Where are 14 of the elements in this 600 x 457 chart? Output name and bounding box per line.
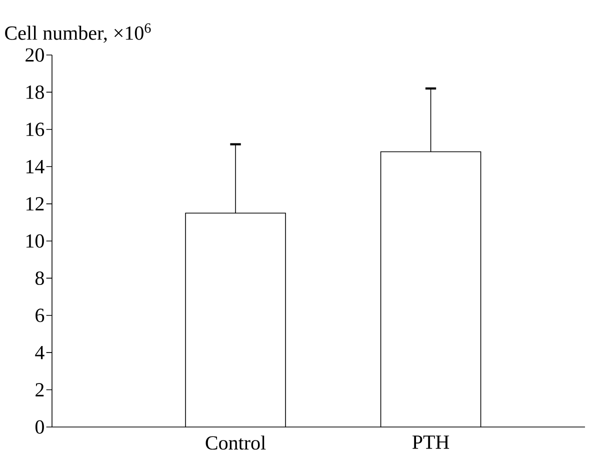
y-axis-title: Cell number, ×10$^{6}$ xyxy=(5,23,151,43)
y-tick-label: 6 xyxy=(36,308,44,322)
y-tick-label: 10 xyxy=(26,234,44,248)
y-tick-label: 18 xyxy=(26,85,44,99)
y-tick-label: 12 xyxy=(26,197,44,210)
y-tick-label: 16 xyxy=(26,122,44,136)
y-tick-label: 14 xyxy=(26,160,44,174)
x-tick-label: Control xyxy=(206,436,266,450)
y-tick-label: 4 xyxy=(35,346,44,360)
y-tick-label: 0 xyxy=(35,420,44,434)
y-tick-label: 20 xyxy=(26,48,44,62)
y-tick-label: 2 xyxy=(36,383,44,396)
x-tick-label: PTH xyxy=(412,436,450,449)
y-tick-label: 8 xyxy=(35,271,44,285)
